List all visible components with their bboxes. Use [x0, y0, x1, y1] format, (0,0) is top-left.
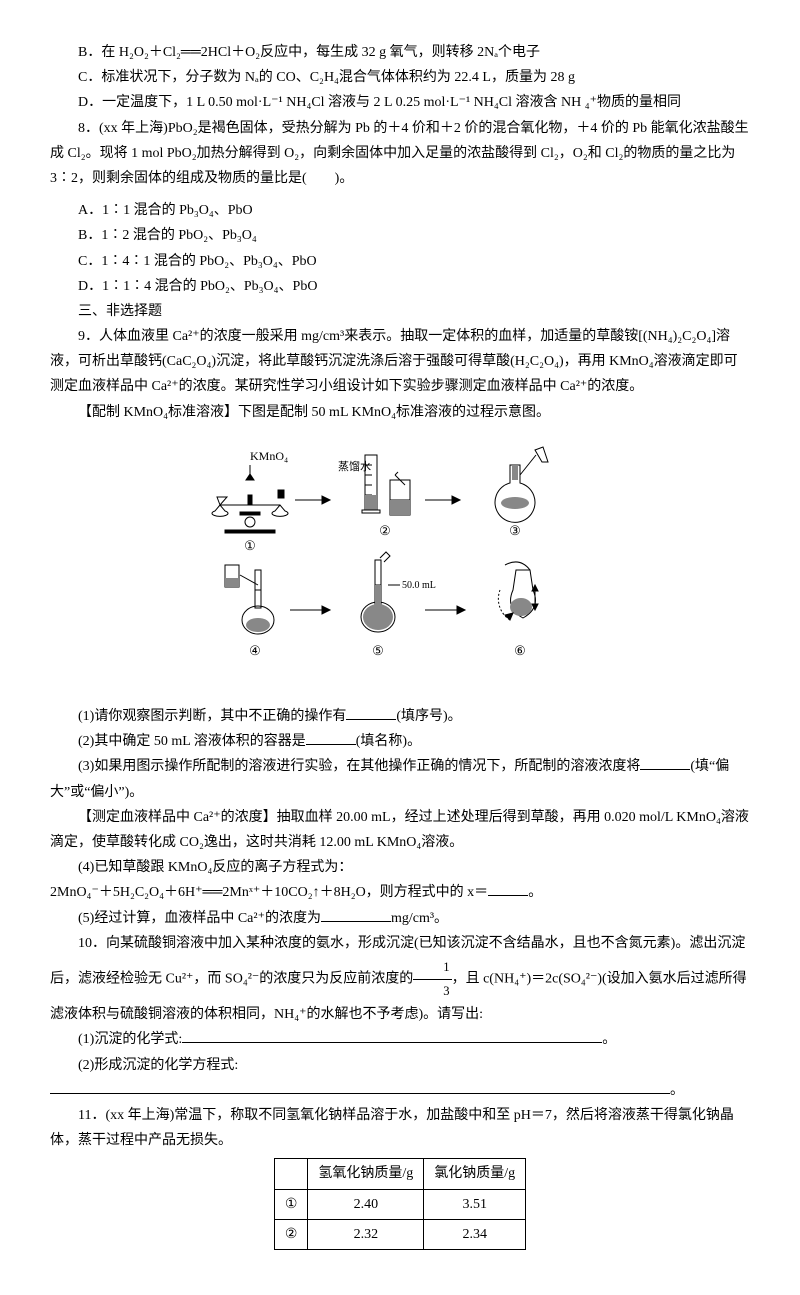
table-header-row: 氢氧化钠质量/g 氯化钠质量/g	[274, 1159, 525, 1189]
q10-stem: 10．向某硫酸铜溶液中加入某种浓度的氨水，形成沉淀(已知该沉淀不含结晶水，且也不…	[50, 931, 750, 1028]
q9-p1: (1)请你观察图示判断，其中不正确的操作有(填序号)。	[50, 704, 750, 729]
q10-p1-blank	[182, 1028, 602, 1043]
q9-sub2-title: 【测定血液样品中 Ca²⁺的浓度】抽取血样 20.00 mL，经过上述处理后得到…	[50, 805, 750, 855]
q8-option-b: B．1∶2 混合的 PbO₂、Pb₃O₄	[50, 223, 750, 248]
table-cell: ②	[274, 1219, 308, 1249]
table-cell: 2.40	[308, 1189, 424, 1219]
q9-p3: (3)如果用图示操作所配制的溶液进行实验，在其他操作正确的情况下，所配制的溶液浓…	[50, 754, 750, 804]
q10-p2-line: 。	[50, 1078, 750, 1103]
q9-figure: KMnO₄ ① 蒸馏水	[50, 435, 750, 694]
q8-option-c: C．1∶4∶1 混合的 PbO₂、Pb₃O₄、PbO	[50, 249, 750, 274]
q11-table: 氢氧化钠质量/g 氯化钠质量/g ① 2.40 3.51 ② 2.32 2.34	[274, 1158, 526, 1250]
q10-p1: (1)沉淀的化学式:。	[50, 1027, 750, 1052]
table-header-cell	[274, 1159, 308, 1189]
section-3-heading: 三、非选择题	[50, 299, 750, 324]
svg-text:①: ①	[244, 538, 256, 553]
svg-text:50.0 mL: 50.0 mL	[402, 580, 436, 591]
table-header-cell: 氯化钠质量/g	[424, 1159, 526, 1189]
q10-p2: (2)形成沉淀的化学方程式:	[50, 1053, 750, 1078]
svg-text:KMnO₄: KMnO₄	[250, 449, 288, 463]
q9-p4-eq: 2MnO₄⁻＋5H₂C₂O₄＋6H⁺══2Mnˣ⁺＋10CO₂↑＋8H₂O，则方…	[50, 880, 750, 905]
q10-p2-blank	[50, 1079, 670, 1094]
table-cell: 3.51	[424, 1189, 526, 1219]
q8-option-d: D．1∶1∶4 混合的 PbO₂、Pb₃O₄、PbO	[50, 274, 750, 299]
table-cell: 2.34	[424, 1219, 526, 1249]
svg-text:②: ②	[379, 523, 391, 538]
q9-p3-blank	[640, 755, 690, 770]
table-cell: 2.32	[308, 1219, 424, 1249]
q7-option-d: D．一定温度下，1 L 0.50 mol·L⁻¹ NH₄Cl 溶液与 2 L 0…	[50, 90, 750, 115]
q9-p1-blank	[346, 705, 396, 720]
svg-text:⑥: ⑥	[514, 643, 526, 658]
q9-p4-blank	[488, 881, 528, 896]
q9-p4a: (4)已知草酸跟 KMnO₄反应的离子方程式为：	[50, 855, 750, 880]
table-cell: ①	[274, 1189, 308, 1219]
q9-p2: (2)其中确定 50 mL 溶液体积的容器是(填名称)。	[50, 729, 750, 754]
svg-text:③: ③	[509, 523, 521, 538]
q10-fraction: 13	[413, 956, 451, 1002]
q8-stem: 8．(xx 年上海)PbO₂是褐色固体，受热分解为 Pb 的＋4 价和＋2 价的…	[50, 116, 750, 192]
table-header-cell: 氢氧化钠质量/g	[308, 1159, 424, 1189]
q9-p5-blank	[321, 907, 391, 922]
q7-option-b: B．在 H₂O₂＋Cl₂══2HCl＋O₂反应中，每生成 32 g 氧气，则转移…	[50, 40, 750, 65]
q7-option-c: C．标准状况下，分子数为 Nₐ的 CO、C₂H₄混合气体体积约为 22.4 L，…	[50, 65, 750, 90]
table-row: ② 2.32 2.34	[274, 1219, 525, 1249]
q9-stem: 9．人体血液里 Ca²⁺的浓度一般采用 mg/cm³来表示。抽取一定体积的血样，…	[50, 324, 750, 400]
q11-stem: 11．(xx 年上海)常温下，称取不同氢氧化钠样品溶于水，加盐酸中和至 pH＝7…	[50, 1103, 750, 1153]
q9-p2-blank	[306, 730, 356, 745]
q9-p5: (5)经过计算，血液样品中 Ca²⁺的浓度为mg/cm³。	[50, 906, 750, 931]
q9-sub1-title: 【配制 KMnO₄标准溶液】下图是配制 50 mL KMnO₄标准溶液的过程示意…	[50, 400, 750, 425]
svg-text:蒸馏水: 蒸馏水	[338, 459, 371, 473]
svg-text:④: ④	[249, 643, 261, 658]
table-row: ① 2.40 3.51	[274, 1189, 525, 1219]
q8-option-a: A．1∶1 混合的 Pb₃O₄、PbO	[50, 198, 750, 223]
svg-text:⑤: ⑤	[372, 643, 384, 658]
